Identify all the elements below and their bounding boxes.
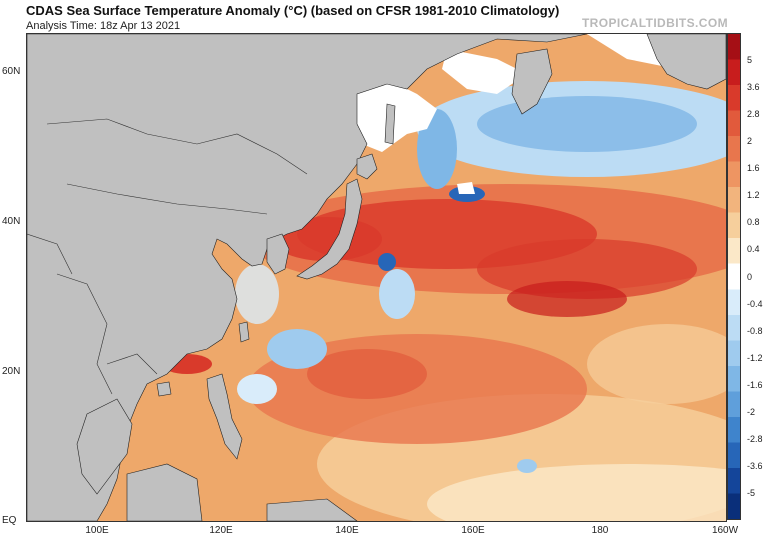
colorbar-label: 3.6	[747, 82, 760, 93]
colorbar-label: -3.6	[747, 460, 763, 471]
colorbar-label: -2.8	[747, 433, 763, 444]
cold-eddy-halo	[379, 269, 415, 319]
equatorial-pale-band	[427, 464, 726, 521]
map-title: CDAS Sea Surface Temperature Anomaly (°C…	[26, 3, 560, 18]
siberian-coast-ice	[442, 49, 527, 94]
border-china-north	[66, 183, 268, 215]
colorbar-label: -1.2	[747, 352, 763, 363]
border-mongolia	[46, 118, 308, 175]
colorbar-label: 2	[747, 136, 753, 147]
lat-label-20n: 20N	[2, 366, 21, 377]
sst-anomaly-map	[26, 33, 727, 522]
hainan	[156, 381, 172, 397]
colorbar-label: 5	[747, 55, 753, 66]
lat-label-eq: EQ	[2, 515, 17, 526]
cold-core	[477, 96, 697, 152]
border-china-south	[56, 273, 113, 395]
lon-label-160w: 160W	[711, 525, 739, 536]
lon-label-180: 180	[591, 525, 609, 536]
colorbar-label: 1.6	[747, 163, 760, 174]
east-light-patch	[587, 324, 726, 404]
map-canvas	[27, 34, 726, 521]
anomaly-colorbar	[727, 33, 741, 520]
border-west	[27, 233, 73, 275]
lat-label-60n: 60N	[2, 66, 21, 77]
sakhalin	[384, 103, 396, 145]
new-guinea	[266, 498, 358, 521]
warm-core-east	[477, 239, 697, 299]
lon-label-140e: 140E	[335, 525, 359, 536]
alaska	[646, 34, 726, 90]
colorbar-label: 0	[747, 271, 753, 282]
korea-peninsula	[266, 233, 290, 275]
cold-eddy	[378, 253, 396, 271]
kamchatka	[511, 48, 553, 115]
colorbar-label: -0.8	[747, 325, 763, 336]
marshall-cold-spot	[517, 459, 537, 473]
colorbar-label: -5	[747, 487, 756, 498]
taiwan	[238, 321, 250, 343]
lon-label-160e: 160E	[461, 525, 485, 536]
colorbar-label: 0.4	[747, 244, 760, 255]
colorbar-label: 2.8	[747, 109, 760, 120]
lat-label-40n: 40N	[2, 216, 21, 227]
philippines	[206, 373, 243, 460]
colorbar-label: 1.2	[747, 190, 760, 201]
philippine-sea-pale	[237, 374, 277, 404]
lon-label-120e: 120E	[209, 525, 233, 536]
border-vietnam	[106, 353, 158, 375]
borneo	[126, 463, 203, 521]
indochina	[76, 398, 133, 495]
site-credit[interactable]: TROPICALTIDBITS.COM	[581, 16, 728, 30]
east-china-sea-pale	[235, 264, 279, 324]
colorbar-label: -2	[747, 406, 756, 417]
colorbar-label: -0.4	[747, 298, 763, 309]
colorbar-label: 0.8	[747, 217, 760, 228]
warm-core-spot	[507, 281, 627, 317]
subtropical-warm-core	[307, 349, 427, 399]
philippine-sea-cold	[267, 329, 327, 369]
japan-honshu	[296, 178, 363, 280]
lon-label-100e: 100E	[85, 525, 109, 536]
kuril-ice	[457, 182, 475, 194]
country-borders	[27, 118, 308, 395]
analysis-time: Analysis Time: 18z Apr 13 2021	[26, 20, 181, 32]
japan-hokkaido	[356, 153, 378, 180]
land	[27, 34, 726, 521]
colorbar-label: -1.6	[747, 379, 763, 390]
asia-mainland	[27, 34, 588, 521]
